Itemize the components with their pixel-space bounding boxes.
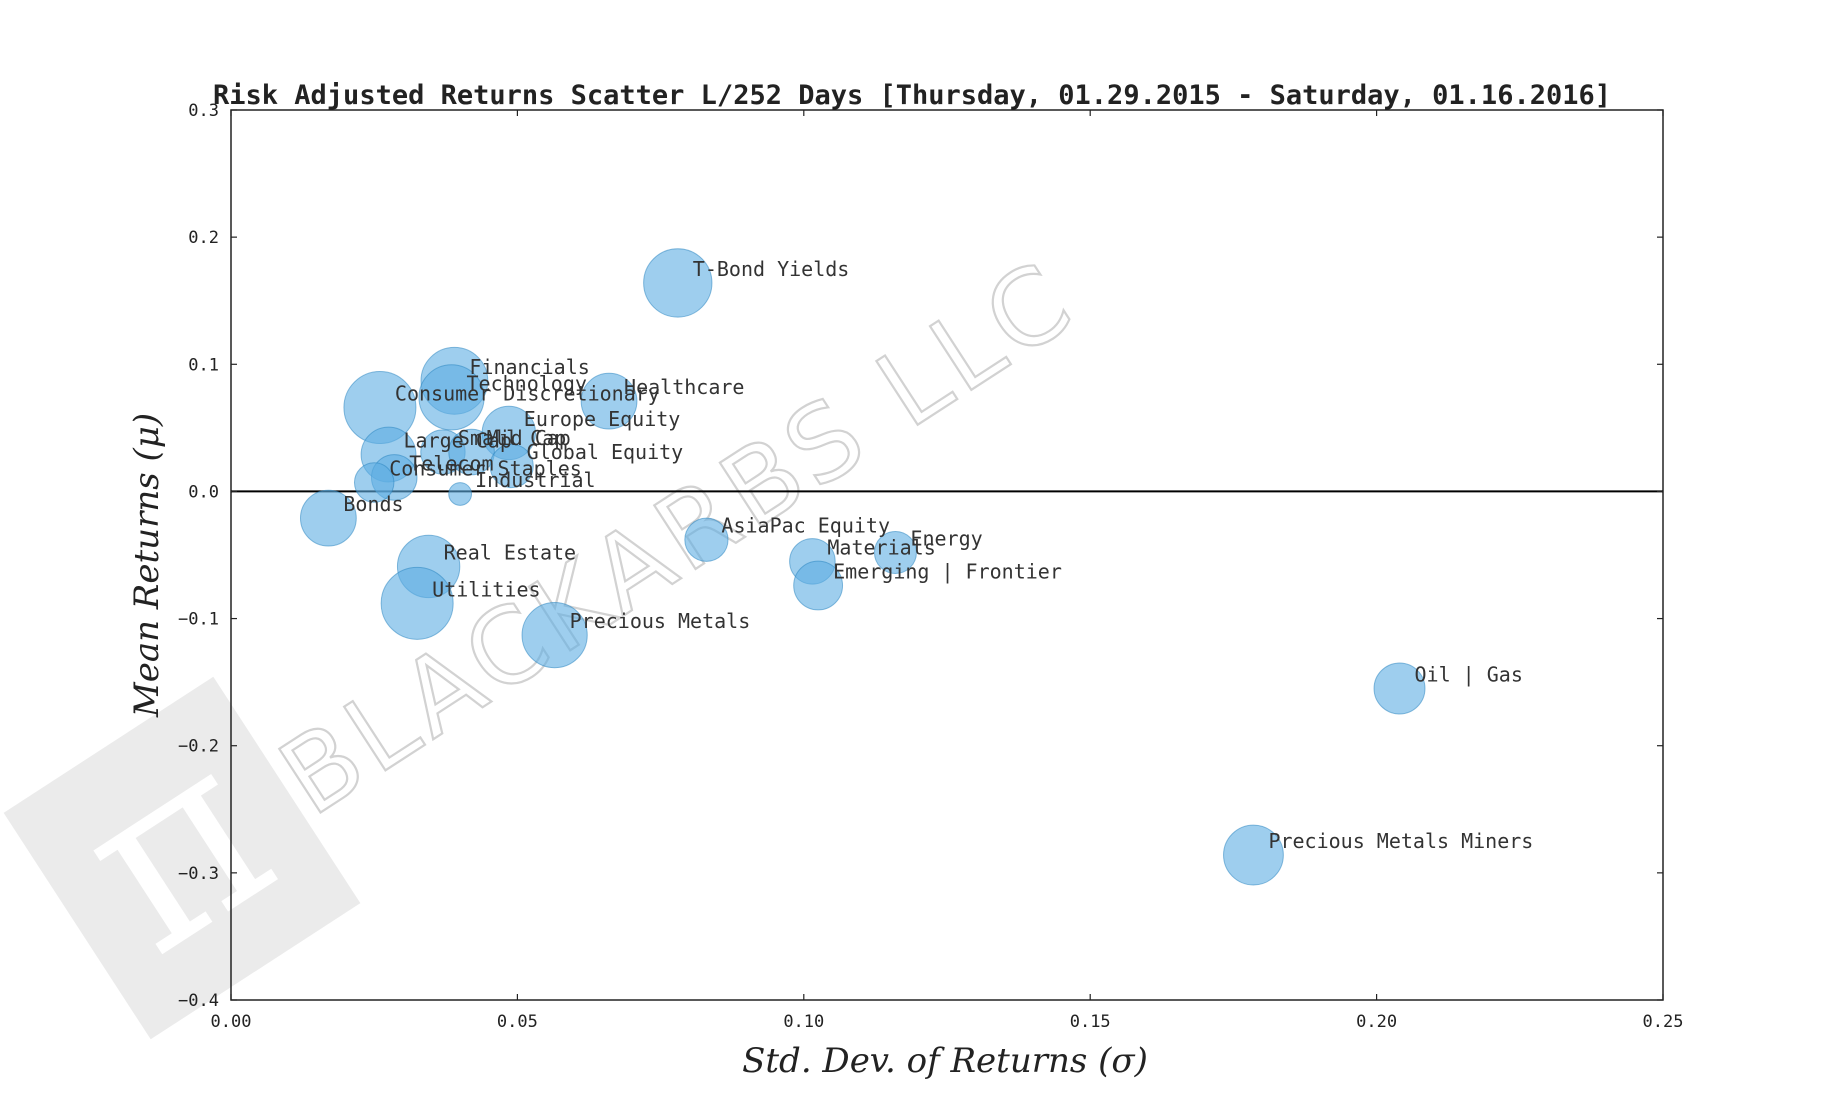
bubble [873,530,917,574]
bubbles [299,248,1426,886]
bubble [353,462,395,503]
point-label: Global Equity [527,440,684,464]
axis-ticks: 0.00 0.05 0.10 0.15 0.20 0.25 0.3 0.2 0.1 0.0 −0.1… [178,101,1683,1032]
point-label: Utilities [432,577,540,601]
point-labels: T-Bond YieldsFinancialsTechnologyConsume… [343,257,1533,853]
point-label: Consumer Staples [389,457,582,481]
y-tick-label: −0.1 [178,610,219,630]
point-label: Small Cap [458,426,566,450]
point-label: Large Cap [404,429,512,453]
point-label: Bonds [343,492,403,516]
y-tick-label: −0.2 [178,737,219,757]
y-tick-label: 0.1 [188,355,219,375]
point-label: Energy [910,526,982,550]
chart-title: Risk Adjusted Returns Scatter L/252 Days… [213,80,1611,111]
bubble [1373,662,1426,715]
bubble [380,566,454,640]
x-tick-label: 0.10 [783,1012,824,1032]
bubble [489,443,534,489]
point-label: Emerging | Frontier [833,560,1062,584]
point-label: Industrial [475,468,595,492]
y-tick-label: 0.3 [188,101,219,121]
point-label: Precious Metals [570,609,751,633]
y-axis-label: Mean Returns (μ) [127,413,167,718]
x-tick-label: 0.00 [211,1012,252,1032]
point-label: Technology [467,371,587,395]
point-label: Telecom [409,451,493,475]
y-tick-label: 0.2 [188,228,219,248]
point-label: AsiaPac Equity [721,514,890,538]
x-tick-label: 0.25 [1643,1012,1684,1032]
x-tick-label: 0.15 [1070,1012,1111,1032]
bubble [580,372,638,430]
point-label: Healthcare [624,375,744,399]
watermark-logo-box [3,676,361,1040]
bubble [299,489,357,547]
bubble [643,248,713,318]
plot-frame [230,109,1664,1001]
point-label: T-Bond Yields [693,257,850,281]
point-label: Europe Equity [524,407,681,431]
point-label: Mid Cap [487,426,571,450]
bubble [448,482,473,506]
bubble [793,560,844,611]
point-label: Precious Metals Miners [1268,829,1533,853]
bubble [521,602,588,669]
bubble [418,364,485,431]
point-label: Materials [827,535,935,559]
plot-border [230,109,1664,1001]
bubble [684,517,729,562]
bubble [1223,824,1284,886]
bubble [448,428,495,476]
x-axis-label: Std. Dev. of Returns (σ) [742,1041,1148,1081]
point-label: Real Estate [444,540,576,564]
point-label: Consumer Discretionary [395,382,660,406]
y-tick-label: −0.3 [178,864,219,884]
y-tick-label: 0.0 [188,482,219,502]
x-tick-label: 0.20 [1356,1012,1397,1032]
point-label: Financials [469,355,589,379]
x-tick-label: 0.05 [497,1012,538,1032]
y-tick-label: −0.4 [178,991,219,1011]
point-label: Oil | Gas [1415,663,1523,687]
